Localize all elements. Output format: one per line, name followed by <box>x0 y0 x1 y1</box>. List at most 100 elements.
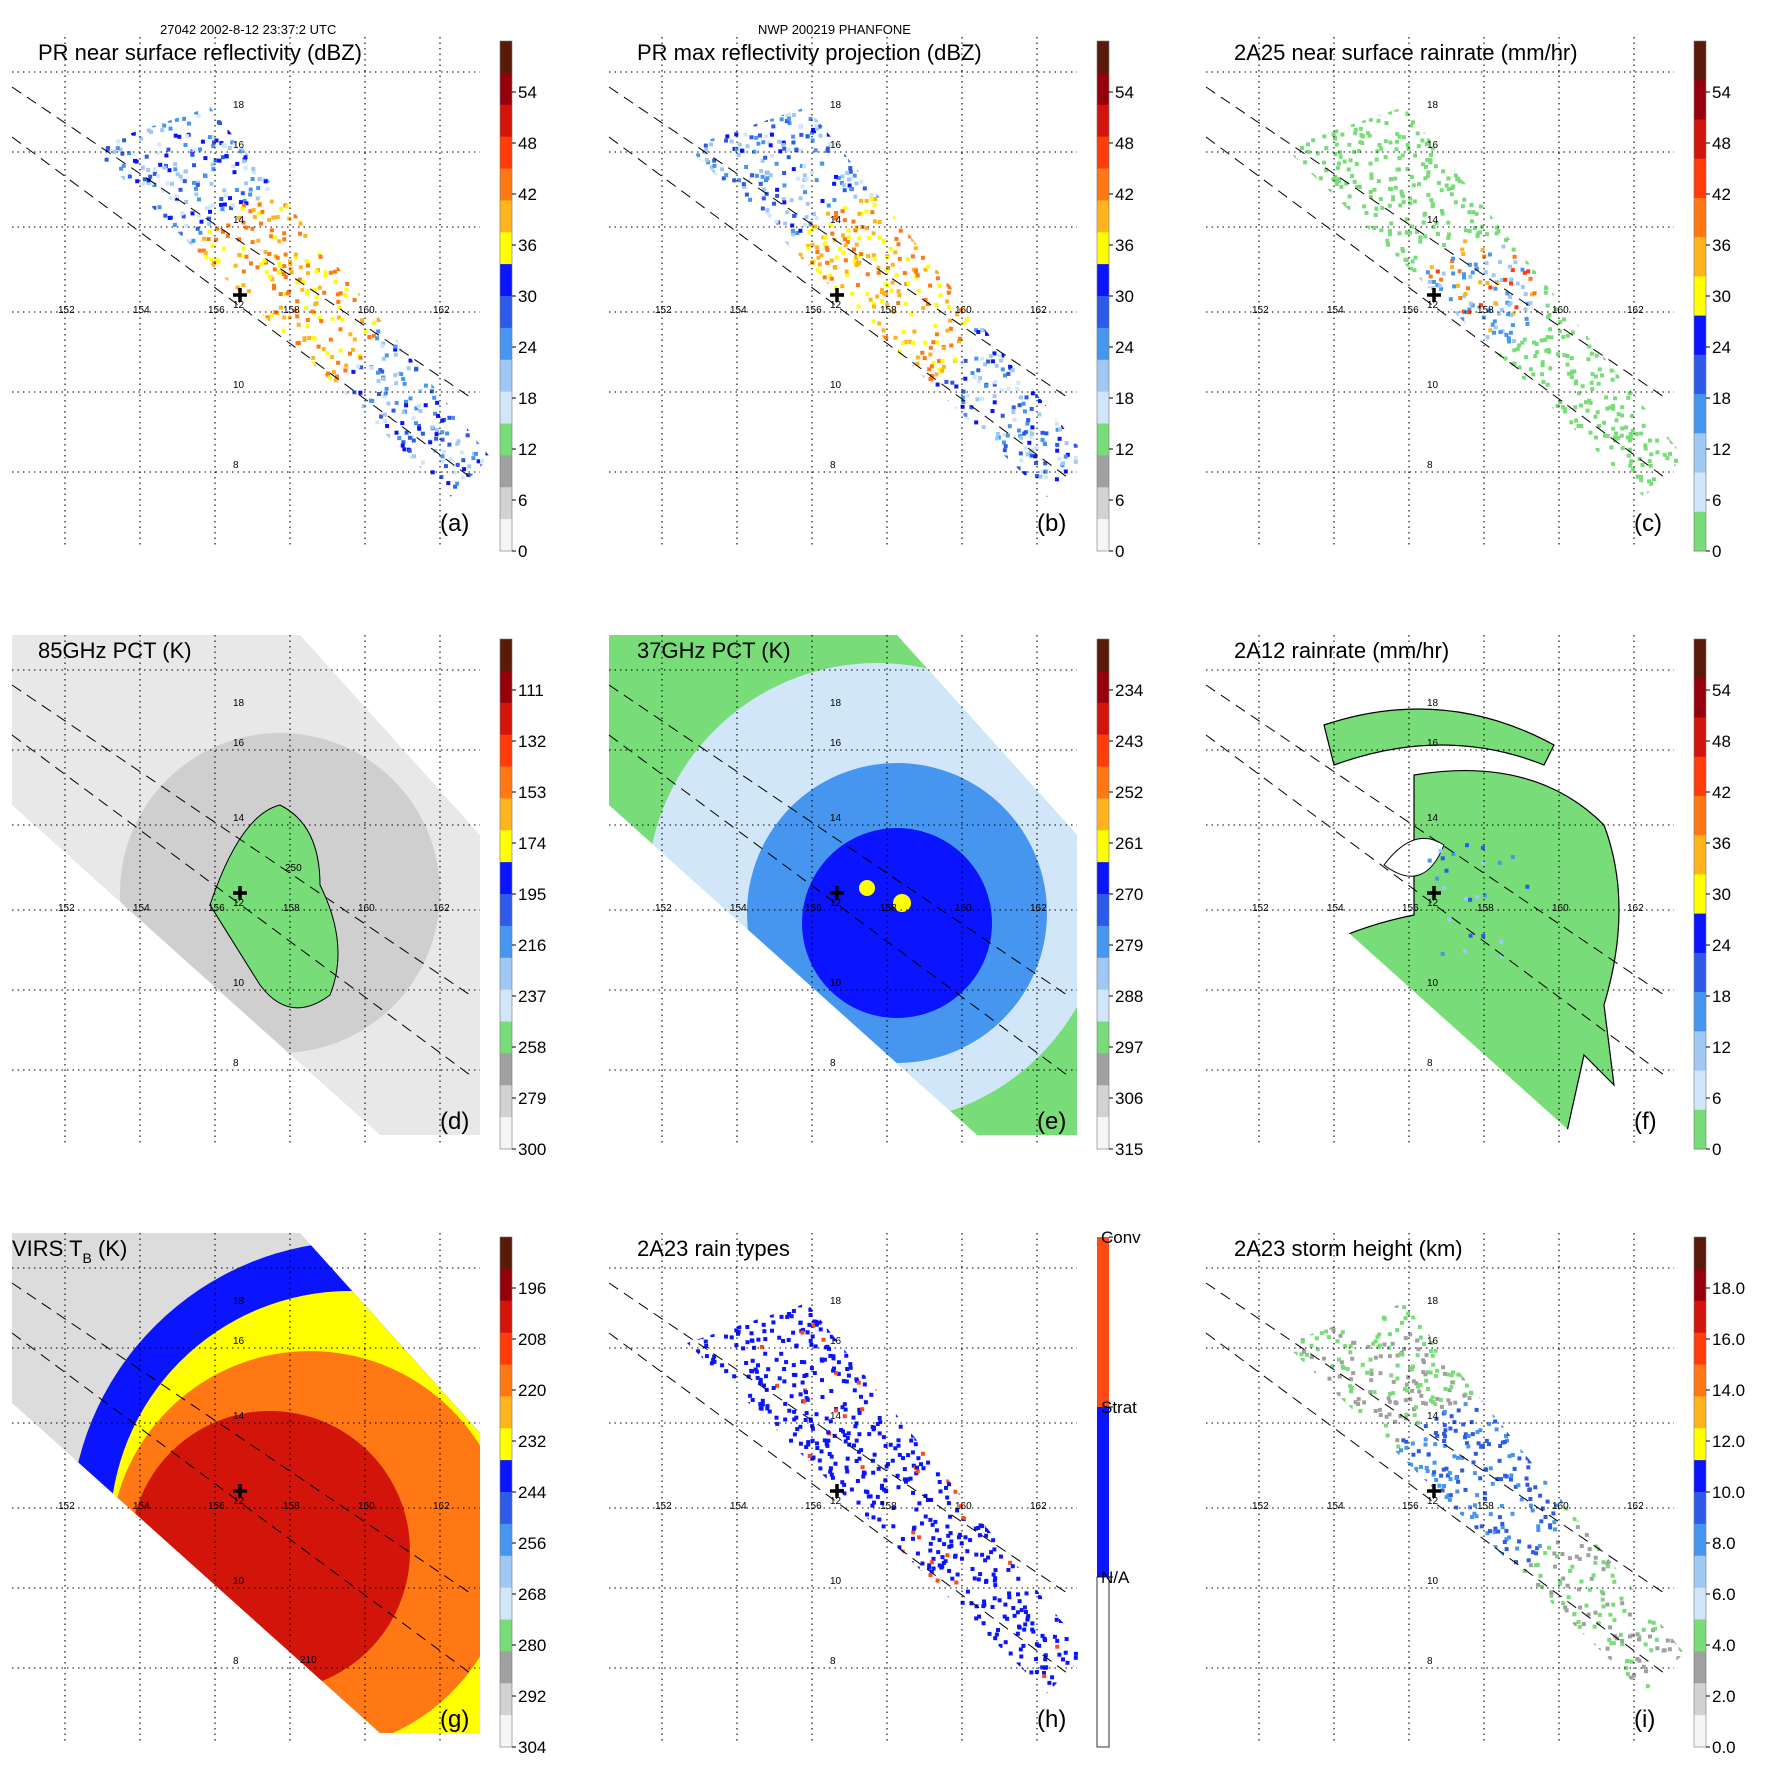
lat-lon-grid: 152 154 156 158 160 162 18 16 14 12 10 8 <box>11 37 480 547</box>
colorbar-segment <box>1097 989 1109 1023</box>
colorbar-segment <box>1694 1268 1706 1302</box>
colorbar-segment <box>500 1587 512 1621</box>
colorbar: 54 48 42 36 30 24 18 12 6 0 <box>499 40 537 561</box>
latitude-label: 12 <box>830 898 842 909</box>
colorbar-segment <box>1694 472 1706 513</box>
field-pixels <box>1284 107 1684 497</box>
colorbar-tick-label: 208 <box>518 1330 546 1349</box>
colorbar-segment <box>1694 874 1706 915</box>
colorbar-segment <box>500 1117 512 1150</box>
swath-edge-line <box>608 684 1068 996</box>
colorbar-segment <box>1694 1332 1706 1366</box>
colorbar-segment <box>1097 766 1109 799</box>
colorbar-segment <box>1694 394 1706 434</box>
colorbar-tick-label: 6 <box>518 491 527 510</box>
longitude-label: 152 <box>1252 903 1269 914</box>
colorbar-tick-label: 16.0 <box>1712 1330 1745 1349</box>
latitude-label: 8 <box>233 1058 239 1069</box>
colorbar-category-label: Strat <box>1101 1398 1137 1417</box>
latitude-label: 10 <box>1427 978 1439 989</box>
colorbar-segment <box>1097 136 1109 170</box>
latitude-label: 10 <box>1427 380 1439 391</box>
colorbar-segment <box>500 894 512 927</box>
colorbar-segment <box>1694 1587 1706 1621</box>
latitude-label: 16 <box>830 738 842 749</box>
colorbar-segment <box>500 1053 512 1086</box>
colorbar-segment <box>1097 1021 1109 1054</box>
latitude-label: 10 <box>830 380 842 391</box>
latitude-label: 18 <box>1427 1296 1439 1307</box>
colorbar-segment <box>1694 1523 1706 1557</box>
colorbar-tick-label: 261 <box>1115 834 1143 853</box>
colorbar-segment <box>1097 862 1109 895</box>
colorbar-tick-label: 252 <box>1115 783 1143 802</box>
colorbar-segment <box>500 200 512 233</box>
colorbar-tick-label: 0 <box>1712 542 1721 561</box>
colorbar-segment <box>500 296 512 329</box>
colorbar-tick-label: 30 <box>1712 885 1731 904</box>
colorbar-segment <box>1694 433 1706 474</box>
colorbar-segment <box>1694 756 1706 797</box>
colorbar-segment <box>500 1364 512 1397</box>
colorbar-segment <box>1694 1396 1706 1429</box>
swath-edge-line <box>11 1282 471 1594</box>
colorbar-tick-label: 12 <box>518 440 537 459</box>
colorbar-segment <box>1097 894 1109 927</box>
storm-id-label: NWP 200219 PHANFONE <box>758 22 911 37</box>
longitude-label: 160 <box>955 1501 972 1512</box>
colorbar-segment <box>1097 327 1109 361</box>
longitude-label: 152 <box>58 1501 75 1512</box>
longitude-label: 162 <box>1030 305 1047 316</box>
colorbar-category-label: Conv <box>1101 1228 1141 1247</box>
longitude-label: 158 <box>283 1501 300 1512</box>
latitude-label: 14 <box>1427 813 1439 824</box>
field-background <box>609 635 1077 1135</box>
latitude-label: 10 <box>830 1576 842 1587</box>
colorbar-segment <box>500 830 512 863</box>
colorbar-segment <box>1694 1237 1706 1270</box>
colorbar-segment <box>1694 1683 1706 1716</box>
colorbar-tick-label: 288 <box>1115 987 1143 1006</box>
colorbar-tick-label: 42 <box>518 185 537 204</box>
field-background <box>1307 708 1620 1135</box>
panel-a: 152 154 156 158 160 162 18 16 14 12 10 8 PR near sur… <box>11 37 537 561</box>
longitude-label: 158 <box>1477 305 1494 316</box>
colorbar-segment <box>500 264 512 297</box>
colorbar-tick-label: 0 <box>1712 1140 1721 1159</box>
colorbar-category-label: N/A <box>1101 1568 1130 1587</box>
colorbar-tick-label: 18 <box>1712 389 1731 408</box>
lat-lon-grid: 152 154 156 158 160 162 18 16 14 12 10 8 <box>608 1233 1077 1743</box>
longitude-label: 154 <box>730 305 747 316</box>
latitude-label: 16 <box>830 140 842 151</box>
colorbar-segment <box>1694 717 1706 758</box>
longitude-label: 162 <box>1030 1501 1047 1512</box>
panel-letter: (g) <box>440 1706 469 1733</box>
swath-edge-line <box>608 1282 1068 1594</box>
panel-letter: (d) <box>440 1108 469 1135</box>
field-pixels <box>1427 843 1530 959</box>
latitude-label: 12 <box>233 300 245 311</box>
colorbar-tick-label: 0 <box>518 542 527 561</box>
colorbar-tick-label: 315 <box>1115 1140 1143 1159</box>
latitude-label: 8 <box>830 1058 836 1069</box>
latitude-label: 16 <box>233 1336 245 1347</box>
longitude-label: 160 <box>955 903 972 914</box>
colorbar-tick-label: 280 <box>518 1636 546 1655</box>
lat-lon-grid: 152 154 156 158 160 162 18 16 14 12 10 8 <box>1205 635 1674 1145</box>
longitude-label: 158 <box>283 305 300 316</box>
colorbar-segment <box>500 1085 512 1118</box>
colorbar-segment <box>1694 992 1706 1032</box>
longitude-label: 154 <box>1327 903 1344 914</box>
colorbar-tick-label: 6.0 <box>1712 1585 1736 1604</box>
colorbar-tick-label: 30 <box>1115 287 1134 306</box>
colorbar-tick-label: 36 <box>518 236 537 255</box>
colorbar-segment <box>1694 795 1706 836</box>
longitude-label: 160 <box>1552 305 1569 316</box>
colorbar-segment <box>1097 41 1109 74</box>
colorbar-tick-label: 54 <box>518 83 537 102</box>
colorbar-segment <box>1097 359 1109 393</box>
colorbar-tick-label: 153 <box>518 783 546 802</box>
colorbar-tick-label: 279 <box>518 1089 546 1108</box>
longitude-label: 162 <box>1627 1501 1644 1512</box>
colorbar-segment <box>1097 925 1109 959</box>
